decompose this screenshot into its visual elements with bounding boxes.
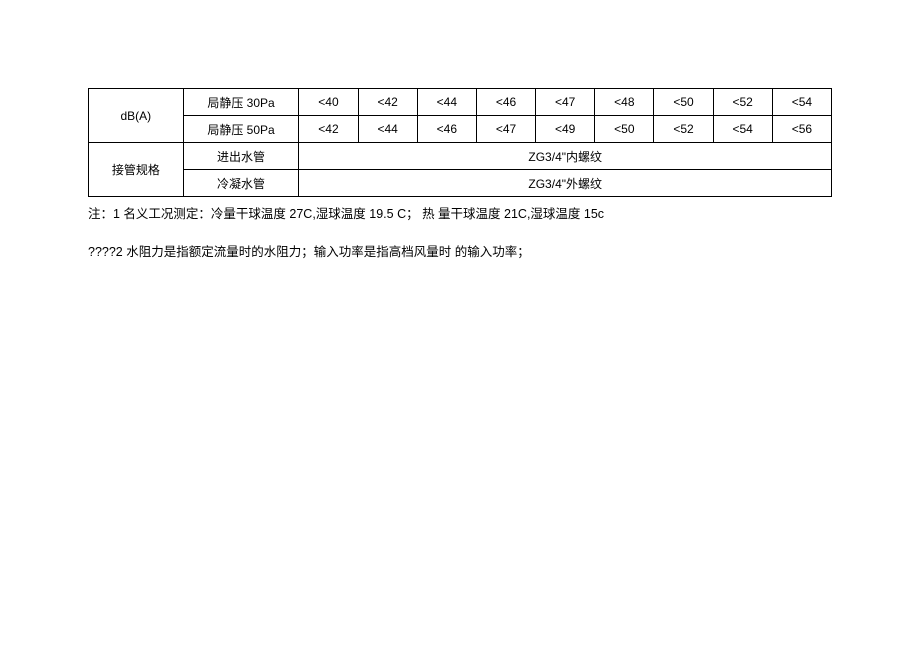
- table-row: 接管规格 进出水管 ZG3/4"内螺纹: [89, 143, 832, 170]
- table-row: 局静压 50Pa <42 <44 <46 <47 <49 <50 <52 <54…: [89, 116, 832, 143]
- table-row: 冷凝水管 ZG3/4"外螺纹: [89, 170, 832, 197]
- cell-value: <50: [595, 116, 654, 143]
- cell-value: <42: [299, 116, 358, 143]
- cell-value: <50: [654, 89, 713, 116]
- document-page: dB(A) 局静压 30Pa <40 <42 <44 <46 <47 <48 <…: [0, 0, 920, 265]
- cell-inout-pipe-value: ZG3/4"内螺纹: [299, 143, 832, 170]
- notes-block: 注：1 名义工况测定：冷量干球温度 27C,湿球温度 19.5 C； 热 量干球…: [88, 203, 832, 265]
- cell-value: <52: [654, 116, 713, 143]
- cell-value: <47: [476, 116, 535, 143]
- cell-condensate-pipe-value: ZG3/4"外螺纹: [299, 170, 832, 197]
- cell-pipe-spec-label: 接管规格: [89, 143, 184, 197]
- cell-value: <44: [417, 89, 476, 116]
- cell-value: <49: [536, 116, 595, 143]
- cell-value: <40: [299, 89, 358, 116]
- table-row: dB(A) 局静压 30Pa <40 <42 <44 <46 <47 <48 <…: [89, 89, 832, 116]
- cell-label-50pa: 局静压 50Pa: [183, 116, 299, 143]
- cell-value: <54: [713, 116, 772, 143]
- note-1: 注：1 名义工况测定：冷量干球温度 27C,湿球温度 19.5 C； 热 量干球…: [88, 203, 832, 227]
- cell-value: <52: [713, 89, 772, 116]
- cell-value: <54: [772, 89, 831, 116]
- cell-condensate-pipe-label: 冷凝水管: [183, 170, 299, 197]
- note-2: ????2 水阻力是指额定流量时的水阻力；输入功率是指高档风量时 的输入功率；: [88, 241, 832, 265]
- cell-value: <48: [595, 89, 654, 116]
- cell-inout-pipe-label: 进出水管: [183, 143, 299, 170]
- cell-value: <42: [358, 89, 417, 116]
- cell-value: <44: [358, 116, 417, 143]
- cell-dba: dB(A): [89, 89, 184, 143]
- cell-value: <46: [476, 89, 535, 116]
- cell-value: <46: [417, 116, 476, 143]
- cell-label-30pa: 局静压 30Pa: [183, 89, 299, 116]
- cell-value: <47: [536, 89, 595, 116]
- spec-table: dB(A) 局静压 30Pa <40 <42 <44 <46 <47 <48 <…: [88, 88, 832, 197]
- cell-value: <56: [772, 116, 831, 143]
